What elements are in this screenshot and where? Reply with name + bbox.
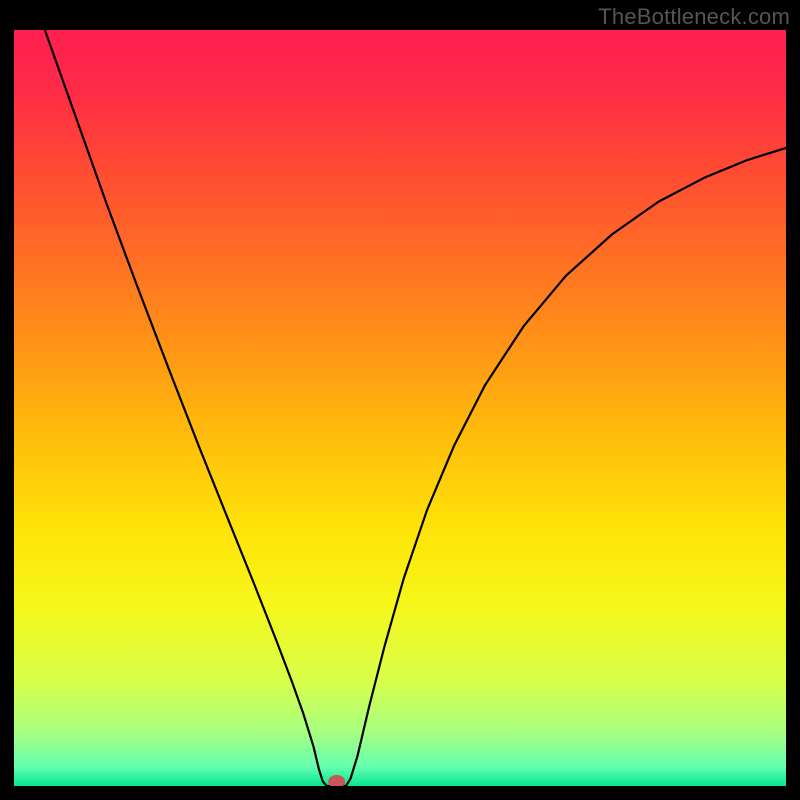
- curve-layer: [14, 30, 786, 786]
- bottleneck-chart: TheBottleneck.com: [0, 0, 800, 800]
- bottleneck-curve: [45, 30, 786, 786]
- watermark-text: TheBottleneck.com: [598, 4, 790, 30]
- minimum-marker: [329, 775, 345, 786]
- plot-area: [14, 30, 786, 786]
